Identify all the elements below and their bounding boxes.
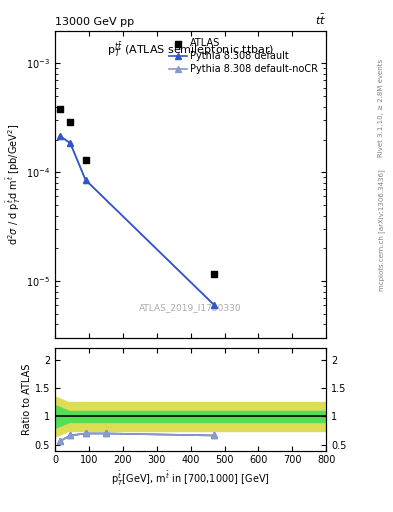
Pythia 8.308 default	[58, 133, 62, 139]
Pythia 8.308 default-noCR	[212, 302, 217, 308]
Pythia 8.308 default-noCR	[68, 140, 73, 146]
Y-axis label: d$^2\sigma$ / d p$_T^{\bar{t}}$d m$^{\bar{t}}$ [pb/GeV$^2$]: d$^2\sigma$ / d p$_T^{\bar{t}}$d m$^{\ba…	[5, 124, 23, 245]
Y-axis label: Ratio to ATLAS: Ratio to ATLAS	[22, 364, 32, 435]
ATLAS	[57, 105, 63, 113]
Text: ATLAS_2019_I1750330: ATLAS_2019_I1750330	[139, 303, 242, 312]
Pythia 8.308 default-noCR	[58, 133, 62, 139]
Text: mcplots.cern.ch [arXiv:1306.3436]: mcplots.cern.ch [arXiv:1306.3436]	[378, 169, 385, 291]
ATLAS	[83, 156, 89, 164]
Pythia 8.308 default	[83, 177, 88, 183]
ATLAS	[211, 270, 217, 279]
Pythia 8.308 default	[68, 140, 73, 146]
Text: p$_T^{t\bar{t}}$ (ATLAS semileptonic ttbar): p$_T^{t\bar{t}}$ (ATLAS semileptonic ttb…	[107, 40, 274, 59]
Text: 13000 GeV pp: 13000 GeV pp	[55, 17, 134, 27]
X-axis label: p$_T^{\bar{t}}$[GeV], m$^{\bar{t}}$ in [700,1000] [GeV]: p$_T^{\bar{t}}$[GeV], m$^{\bar{t}}$ in […	[111, 470, 270, 488]
Pythia 8.308 default-noCR	[83, 177, 88, 183]
Legend: ATLAS, Pythia 8.308 default, Pythia 8.308 default-noCR: ATLAS, Pythia 8.308 default, Pythia 8.30…	[166, 35, 321, 77]
Pythia 8.308 default	[212, 302, 217, 308]
Text: $t\bar{t}$: $t\bar{t}$	[315, 13, 326, 27]
ATLAS	[67, 118, 73, 126]
Text: Rivet 3.1.10, ≥ 2.8M events: Rivet 3.1.10, ≥ 2.8M events	[378, 58, 384, 157]
Line: Pythia 8.308 default-noCR: Pythia 8.308 default-noCR	[57, 133, 218, 309]
Line: Pythia 8.308 default: Pythia 8.308 default	[57, 133, 218, 309]
